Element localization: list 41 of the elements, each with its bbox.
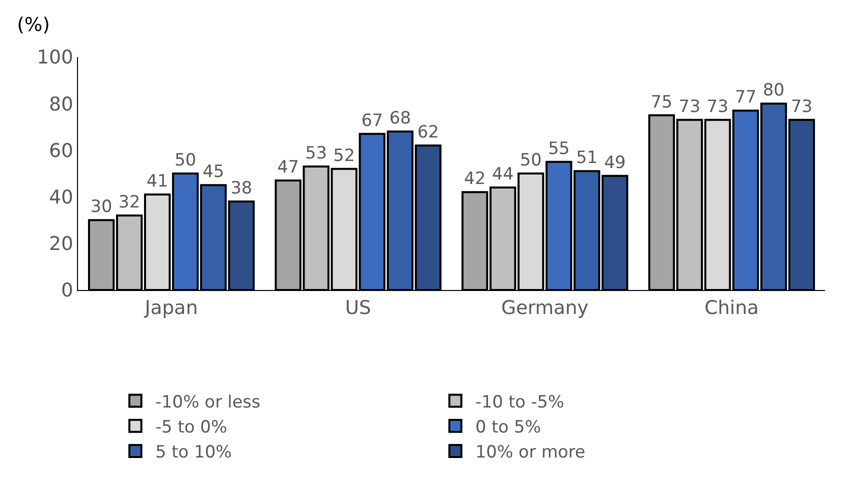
data-label: 55	[548, 138, 570, 159]
y-tick-label: 20	[49, 233, 74, 256]
data-label: 50	[174, 150, 196, 170]
legend-label: -10% or less	[155, 392, 261, 412]
data-label: 51	[576, 148, 598, 168]
data-label: 73	[790, 96, 812, 117]
data-label: 77	[734, 88, 756, 108]
data-label: 68	[389, 108, 411, 129]
x-tick-label: Germany	[501, 296, 589, 319]
data-label: 67	[361, 110, 383, 131]
data-label: 49	[604, 152, 626, 173]
data-label: 38	[230, 178, 252, 198]
data-label: 52	[333, 146, 355, 166]
data-label: 62	[417, 122, 439, 143]
x-tick-label: US	[345, 296, 372, 319]
data-label: 50	[520, 150, 542, 170]
data-label: 30	[90, 197, 112, 218]
data-label: 32	[118, 192, 140, 212]
y-tick-label: 80	[49, 93, 74, 116]
data-label: 73	[706, 96, 728, 117]
x-tick-label: China	[704, 296, 759, 319]
y-tick-label: 100	[36, 46, 74, 69]
y-tick-label: 40	[49, 186, 74, 208]
legend-label: -5 to 0%	[155, 417, 228, 438]
legend-label: -10 to -5%	[475, 392, 564, 412]
y-tick-label: 0	[61, 280, 74, 302]
legend-label: 10% or more	[475, 442, 586, 463]
data-label: 41	[146, 171, 168, 192]
data-label: 53	[305, 144, 327, 164]
data-label: 42	[464, 169, 486, 190]
y-axis-title: (%)	[17, 14, 50, 36]
x-tick-label: Japan	[144, 296, 198, 319]
data-label: 80	[762, 80, 784, 101]
data-label: 73	[678, 96, 700, 117]
data-label: 44	[492, 164, 514, 184]
data-label: 47	[277, 157, 299, 178]
legend-label: 5 to 10%	[155, 442, 232, 463]
y-tick-label: 60	[49, 140, 74, 162]
legend-label: 0 to 5%	[475, 417, 542, 438]
data-label: 75	[650, 92, 672, 112]
data-label: 45	[202, 162, 224, 182]
